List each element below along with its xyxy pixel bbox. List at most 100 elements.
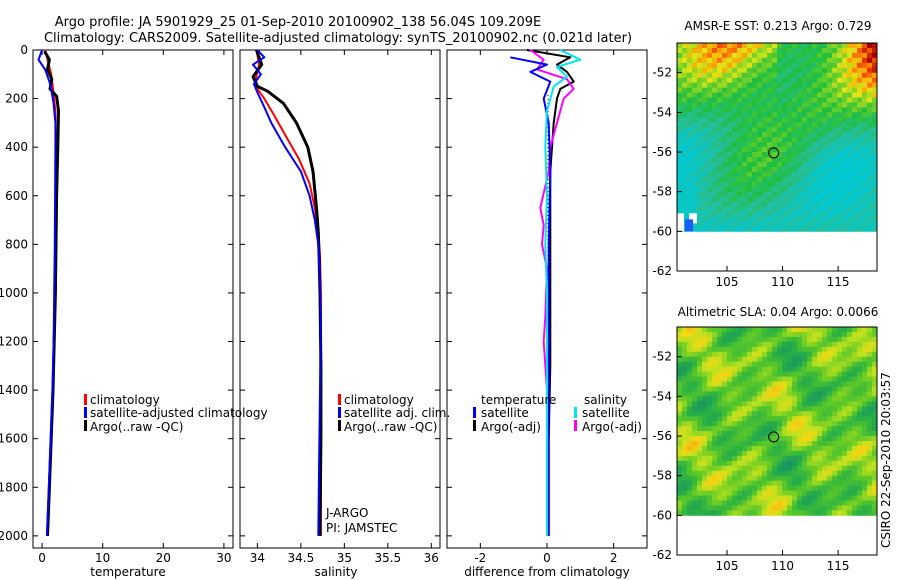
heatmap-cell: [817, 221, 823, 227]
heatmap-cell: [842, 57, 848, 64]
heatmap-cell: [802, 186, 808, 193]
heatmap-cell: [842, 396, 848, 402]
heatmap-cell: [772, 490, 778, 496]
heatmap-cell: [832, 341, 838, 348]
heatmap-cell: [712, 72, 718, 79]
series-line-satellite-adjusted-climatology: [37, 49, 57, 536]
heatmap-cell: [827, 450, 833, 457]
heatmap-cell: [767, 157, 773, 163]
heatmap-cell: [837, 216, 843, 222]
heatmap-cell: [822, 327, 828, 333]
heatmap-cell: [802, 152, 808, 158]
heatmap-cell: [827, 57, 833, 64]
heatmap-cell: [842, 495, 848, 501]
heatmap-cell: [692, 97, 698, 103]
heatmap-cell: [832, 152, 838, 158]
heatmap-cell: [837, 475, 843, 482]
heatmap-cell: [862, 57, 868, 64]
heatmap-cell: [717, 62, 723, 69]
heatmap-cell: [767, 112, 773, 118]
heatmap-cell: [747, 510, 753, 516]
heatmap-cell: [822, 346, 828, 353]
heatmap-cell: [752, 445, 758, 452]
heatmap-cell: [687, 381, 693, 387]
heatmap-cell: [712, 416, 718, 422]
heatmap-cell: [822, 67, 828, 74]
heatmap-cell: [692, 441, 698, 447]
heatmap-cell: [832, 117, 838, 123]
heatmap-cell: [822, 201, 828, 207]
heatmap-cell: [752, 356, 758, 363]
heatmap-cell: [682, 102, 688, 108]
heatmap-cell: [812, 436, 818, 442]
heatmap-cell: [842, 72, 848, 79]
heatmap-cell: [837, 196, 843, 203]
heatmap-cell: [747, 206, 753, 212]
heatmap-cell: [782, 361, 788, 368]
heatmap-cell: [827, 92, 833, 98]
heatmap-cell: [752, 171, 758, 178]
heatmap-cell: [707, 196, 713, 203]
heatmap-cell: [807, 181, 813, 188]
heatmap-cell: [687, 92, 693, 98]
heatmap-cell: [682, 371, 688, 377]
temperature-axes-frame: [32, 49, 234, 549]
heatmap-cell: [757, 77, 763, 84]
heatmap-cell: [712, 436, 718, 442]
heatmap-cell: [797, 341, 803, 348]
heatmap-cell: [802, 500, 808, 506]
heatmap-cell: [782, 500, 788, 506]
heatmap-cell: [742, 122, 748, 128]
heatmap-cell: [817, 366, 823, 373]
heatmap-cell: [872, 445, 878, 452]
heatmap-cell: [707, 181, 713, 188]
heatmap-cell: [797, 376, 803, 382]
heatmap-cell: [692, 396, 698, 402]
heatmap-cell: [797, 371, 803, 377]
heatmap-cell: [807, 77, 813, 84]
heatmap-cell: [742, 490, 748, 496]
heatmap-cell: [697, 376, 703, 382]
heatmap-cell: [737, 181, 743, 188]
heatmap-cell: [827, 361, 833, 368]
heatmap-cell: [757, 157, 763, 163]
heatmap-cell: [707, 97, 713, 103]
heatmap-cell: [707, 62, 713, 69]
heatmap-cell: [857, 72, 863, 79]
heatmap-cell: [737, 441, 743, 447]
heatmap-cell: [837, 455, 843, 462]
heatmap-cell: [857, 112, 863, 118]
salinity-legend: climatology satellite adj. clim. Argo(..…: [338, 393, 450, 434]
heatmap-cell: [727, 117, 733, 123]
heatmap-cell: [737, 341, 743, 348]
heatmap-cell: [872, 327, 878, 333]
heatmap-cell: [787, 147, 793, 153]
heatmap-cell: [722, 485, 728, 491]
heatmap-cell: [687, 406, 693, 412]
heatmap-cell: [812, 366, 818, 373]
heatmap-cell: [707, 495, 713, 501]
heatmap-cell: [807, 445, 813, 452]
heatmap-cell: [832, 97, 838, 103]
heatmap-cell: [802, 191, 808, 198]
heatmap-cell: [787, 43, 793, 49]
heatmap-cell: [762, 122, 768, 128]
heatmap-cell: [872, 166, 878, 173]
heatmap-cell: [767, 376, 773, 382]
heatmap-cell: [747, 416, 753, 422]
heatmap-cell: [757, 82, 763, 89]
heatmap-cell: [722, 426, 728, 432]
heatmap-cell: [812, 396, 818, 402]
heatmap-cell: [732, 396, 738, 402]
heatmap-cell: [737, 455, 743, 462]
heatmap-cell: [732, 122, 738, 128]
heatmap-cell: [697, 391, 703, 397]
heatmap-cell: [837, 43, 843, 49]
heatmap-cell: [687, 137, 693, 143]
heatmap-cell: [722, 406, 728, 412]
heatmap-cell: [862, 226, 868, 232]
heatmap-cell: [777, 426, 783, 432]
heatmap-cell: [802, 127, 808, 133]
heatmap-cell: [802, 47, 808, 54]
heatmap-cell: [767, 152, 773, 158]
